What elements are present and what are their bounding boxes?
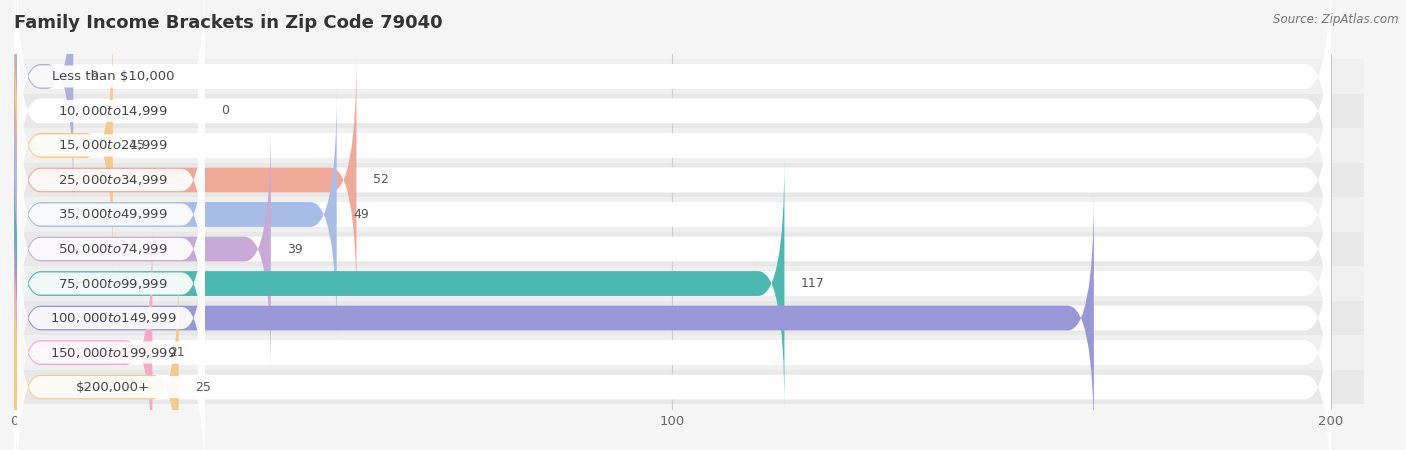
- FancyBboxPatch shape: [17, 105, 205, 324]
- FancyBboxPatch shape: [14, 193, 1331, 444]
- FancyBboxPatch shape: [14, 193, 1094, 444]
- FancyBboxPatch shape: [14, 227, 1331, 450]
- Text: Family Income Brackets in Zip Code 79040: Family Income Brackets in Zip Code 79040: [14, 14, 443, 32]
- FancyBboxPatch shape: [17, 36, 205, 255]
- Text: 117: 117: [801, 277, 825, 290]
- Text: 49: 49: [353, 208, 368, 221]
- FancyBboxPatch shape: [17, 1, 205, 220]
- FancyBboxPatch shape: [17, 139, 205, 359]
- FancyBboxPatch shape: [17, 174, 205, 393]
- FancyBboxPatch shape: [17, 208, 205, 428]
- FancyBboxPatch shape: [17, 277, 205, 450]
- FancyBboxPatch shape: [14, 123, 271, 375]
- Bar: [14, 197, 1364, 232]
- Text: 52: 52: [373, 174, 389, 186]
- Text: 0: 0: [222, 104, 229, 117]
- FancyBboxPatch shape: [14, 89, 1331, 340]
- Text: $150,000 to $199,999: $150,000 to $199,999: [49, 346, 176, 360]
- FancyBboxPatch shape: [14, 158, 1331, 409]
- Bar: [14, 94, 1364, 128]
- FancyBboxPatch shape: [14, 158, 785, 409]
- FancyBboxPatch shape: [14, 123, 1331, 375]
- Text: Source: ZipAtlas.com: Source: ZipAtlas.com: [1274, 14, 1399, 27]
- Bar: [14, 335, 1364, 370]
- Text: $10,000 to $14,999: $10,000 to $14,999: [58, 104, 167, 118]
- Bar: [14, 163, 1364, 197]
- Text: $15,000 to $24,999: $15,000 to $24,999: [58, 139, 167, 153]
- Bar: [14, 301, 1364, 335]
- FancyBboxPatch shape: [14, 0, 73, 202]
- FancyBboxPatch shape: [14, 54, 1331, 306]
- Text: Less than $10,000: Less than $10,000: [52, 70, 174, 83]
- Bar: [14, 266, 1364, 301]
- FancyBboxPatch shape: [14, 261, 179, 450]
- Text: 9: 9: [90, 70, 97, 83]
- Text: $25,000 to $34,999: $25,000 to $34,999: [58, 173, 167, 187]
- FancyBboxPatch shape: [14, 20, 1331, 271]
- FancyBboxPatch shape: [17, 243, 205, 450]
- FancyBboxPatch shape: [14, 227, 152, 450]
- FancyBboxPatch shape: [14, 0, 1331, 237]
- FancyBboxPatch shape: [14, 89, 336, 340]
- Bar: [14, 128, 1364, 163]
- Text: 15: 15: [129, 139, 145, 152]
- Text: $100,000 to $149,999: $100,000 to $149,999: [49, 311, 176, 325]
- FancyBboxPatch shape: [14, 261, 1331, 450]
- Text: 164: 164: [1111, 311, 1136, 324]
- FancyBboxPatch shape: [14, 54, 357, 306]
- FancyBboxPatch shape: [14, 20, 112, 271]
- FancyBboxPatch shape: [17, 0, 205, 186]
- FancyBboxPatch shape: [14, 0, 1331, 202]
- Bar: [14, 59, 1364, 94]
- Text: $75,000 to $99,999: $75,000 to $99,999: [58, 276, 167, 291]
- Text: $35,000 to $49,999: $35,000 to $49,999: [58, 207, 167, 221]
- Bar: [14, 232, 1364, 266]
- Text: $50,000 to $74,999: $50,000 to $74,999: [58, 242, 167, 256]
- Text: 39: 39: [287, 243, 304, 256]
- Text: $200,000+: $200,000+: [76, 381, 150, 394]
- Text: 21: 21: [169, 346, 184, 359]
- Bar: [14, 370, 1364, 404]
- FancyBboxPatch shape: [17, 70, 205, 290]
- Text: 25: 25: [195, 381, 211, 394]
